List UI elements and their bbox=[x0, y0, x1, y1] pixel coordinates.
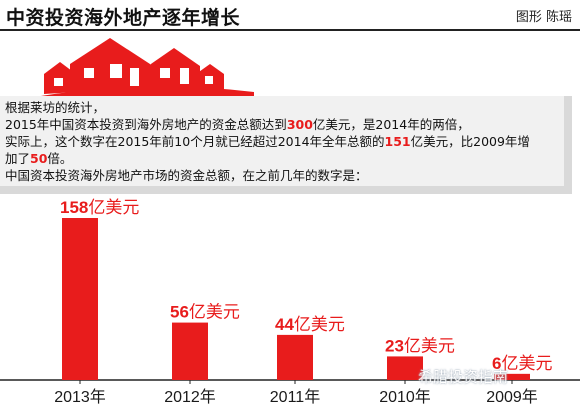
bar-chart: 158亿美元2013年56亿美元2012年44亿美元2011年23亿美元2010… bbox=[0, 198, 580, 406]
watermark: 希腊投资指南 bbox=[418, 368, 509, 386]
bar-value-number: 23 bbox=[385, 336, 404, 355]
bar-0 bbox=[62, 218, 98, 380]
bar-value-label-3: 23亿美元 bbox=[385, 336, 455, 355]
bar-value-unit: 亿美元 bbox=[501, 354, 552, 373]
header-rule bbox=[0, 29, 580, 31]
graphic-credit: 图形 陈瑶 bbox=[515, 10, 572, 25]
x-tick-label-3: 2010年 bbox=[379, 388, 431, 406]
bar-value-unit: 亿美元 bbox=[88, 198, 139, 217]
x-tick-label-2: 2011年 bbox=[270, 388, 320, 406]
intro-line-1: 根据莱坊的统计， bbox=[5, 100, 106, 115]
x-tick-label-0: 2013年 bbox=[54, 388, 106, 406]
bar-4 bbox=[494, 373, 530, 380]
bar-value-unit: 亿美元 bbox=[294, 315, 345, 334]
x-tick-label-1: 2012年 bbox=[164, 388, 216, 406]
bar-value-unit: 亿美元 bbox=[189, 303, 240, 322]
bar-value-label-1: 56亿美元 bbox=[170, 303, 240, 322]
bar-1 bbox=[172, 322, 208, 380]
bar-2 bbox=[277, 334, 313, 380]
bar-value-unit: 亿美元 bbox=[404, 336, 455, 355]
bar-value-number: 56 bbox=[170, 303, 189, 322]
bar-value-number: 158 bbox=[60, 198, 88, 217]
header: 中资投资海外地产逐年增长 图形 陈瑶 bbox=[0, 0, 580, 31]
bar-value-number: 44 bbox=[275, 315, 294, 334]
house-logo-icon bbox=[18, 38, 254, 110]
bar-value-label-0: 158亿美元 bbox=[60, 198, 139, 217]
bar-value-label-4: 6亿美元 bbox=[492, 354, 552, 373]
bar-3 bbox=[387, 356, 423, 380]
intro-line-3: 实际上，这个数字在2015年前10个月就已经超过2014年全年总额的151亿美元… bbox=[5, 134, 530, 149]
page-title: 中资投资海外地产逐年增长 bbox=[6, 7, 241, 29]
intro-text-panel: 根据莱坊的统计， 2015年中国资本投资到海外房地产的资金总额达到300亿美元，… bbox=[0, 96, 572, 194]
bar-value-label-2: 44亿美元 bbox=[275, 315, 345, 334]
bar-value-number: 6 bbox=[492, 354, 501, 373]
x-tick-label-4: 2009年 bbox=[486, 388, 538, 406]
intro-line-2: 2015年中国资本投资到海外房地产的资金总额达到300亿美元，是2014年的两倍… bbox=[5, 117, 470, 132]
intro-line-4: 加了50倍。 bbox=[5, 151, 73, 166]
intro-line-5: 中国资本投资海外房地产市场的资金总额，在之前几年的数字是： bbox=[5, 168, 368, 183]
